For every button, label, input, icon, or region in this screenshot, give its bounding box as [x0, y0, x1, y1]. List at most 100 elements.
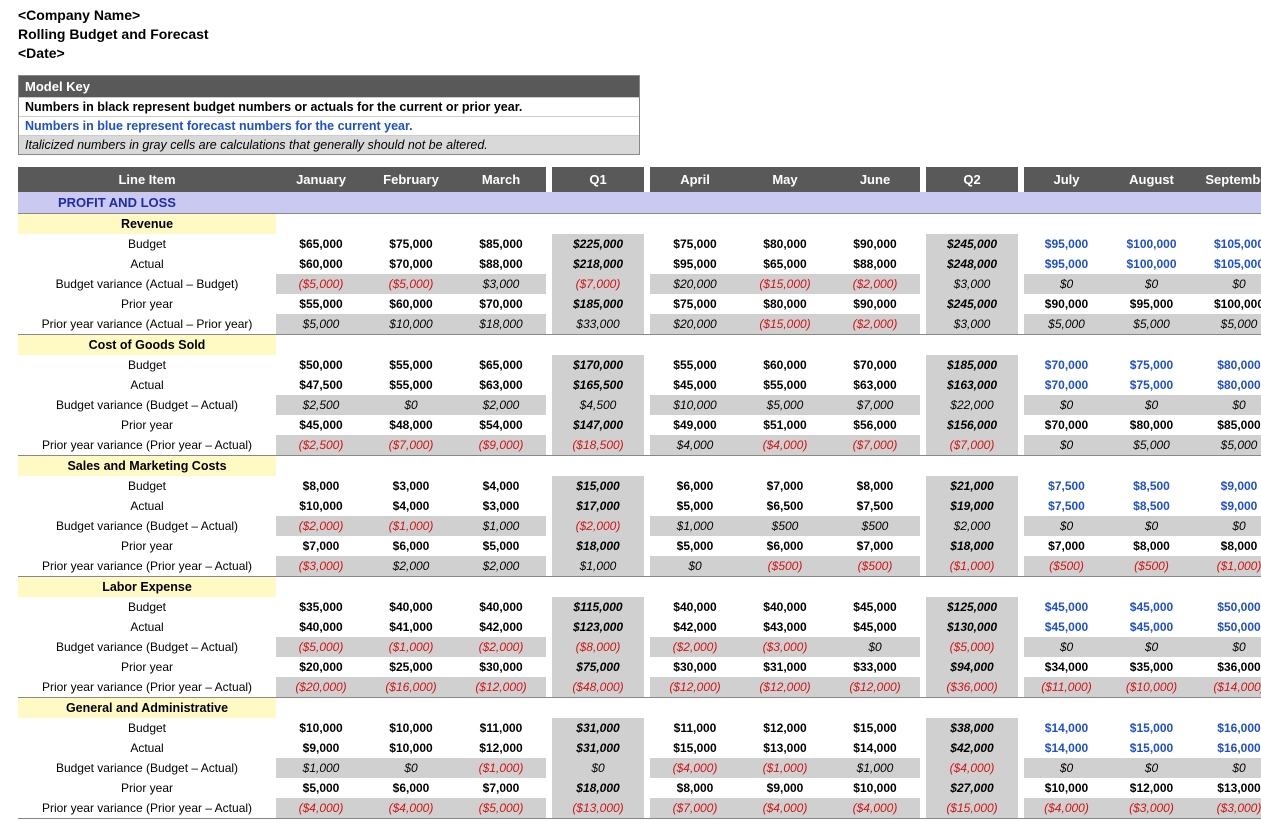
cell: ($5,000) — [276, 637, 366, 657]
cell: $70,000 — [830, 355, 920, 375]
table-row: Prior year$20,000$25,000$30,000$75,000$3… — [18, 657, 1261, 677]
cell: $80,000 — [1194, 375, 1261, 395]
cell: ($1,000) — [366, 516, 456, 536]
cell: $75,000 — [1109, 355, 1194, 375]
cell: $40,000 — [650, 597, 740, 617]
cell: $218,000 — [552, 254, 644, 274]
table-header-row: Line Item January February March Q1 Apri… — [18, 167, 1261, 192]
cell: $9,000 — [1194, 476, 1261, 496]
cell: $8,500 — [1109, 476, 1194, 496]
col-jun: June — [830, 167, 920, 192]
col-q2: Q2 — [926, 167, 1018, 192]
cell: $6,000 — [650, 476, 740, 496]
cell: $0 — [1024, 435, 1109, 456]
cell: $115,000 — [552, 597, 644, 617]
col-may: May — [740, 167, 830, 192]
cell: $40,000 — [366, 597, 456, 617]
cell: $6,500 — [740, 496, 830, 516]
cell: $33,000 — [830, 657, 920, 677]
cell: $33,000 — [552, 314, 644, 335]
row-label: Actual — [18, 254, 276, 274]
cell: ($13,000) — [552, 798, 644, 819]
table-row: Budget variance (Actual – Budget)($5,000… — [18, 274, 1261, 294]
cell: $48,000 — [366, 415, 456, 435]
cell: $5,000 — [1109, 314, 1194, 335]
cell: $0 — [366, 395, 456, 415]
cell: $50,000 — [1194, 617, 1261, 637]
cell: $14,000 — [830, 738, 920, 758]
row-label: Prior year — [18, 657, 276, 677]
cell: $63,000 — [830, 375, 920, 395]
cell: ($4,000) — [650, 758, 740, 778]
cell: $100,000 — [1109, 254, 1194, 274]
cell: $18,000 — [456, 314, 546, 335]
cell: $170,000 — [552, 355, 644, 375]
cell: $70,000 — [366, 254, 456, 274]
cell: $17,000 — [552, 496, 644, 516]
cell: $14,000 — [1024, 718, 1109, 738]
cell: ($1,000) — [456, 758, 546, 778]
cell: $70,000 — [1024, 415, 1109, 435]
cell: $7,000 — [740, 476, 830, 496]
cell: $156,000 — [926, 415, 1018, 435]
profit-loss-row: PROFIT AND LOSS — [18, 192, 1261, 214]
cell: ($12,000) — [740, 677, 830, 698]
cell: $13,000 — [1194, 778, 1261, 798]
cell: $6,000 — [366, 778, 456, 798]
cell: $35,000 — [1109, 657, 1194, 677]
cell: ($15,000) — [740, 314, 830, 335]
cell: $31,000 — [552, 738, 644, 758]
cell: $7,000 — [830, 536, 920, 556]
row-label: Prior year — [18, 294, 276, 314]
cell: ($4,000) — [740, 435, 830, 456]
cell: ($18,500) — [552, 435, 644, 456]
cell: ($5,000) — [366, 274, 456, 294]
cell: $0 — [1109, 274, 1194, 294]
row-label: Budget — [18, 355, 276, 375]
section-title: General and Administrative — [18, 697, 276, 718]
section-row: Sales and Marketing Costs — [18, 455, 1261, 476]
cell: ($15,000) — [740, 274, 830, 294]
cell: ($5,000) — [276, 274, 366, 294]
cell: $10,000 — [650, 395, 740, 415]
cell: $20,000 — [650, 274, 740, 294]
cell: $3,000 — [926, 274, 1018, 294]
section-row: Revenue — [18, 213, 1261, 234]
cell: $51,000 — [740, 415, 830, 435]
cell: ($36,000) — [926, 677, 1018, 698]
cell: $0 — [1194, 395, 1261, 415]
cell: $8,000 — [1109, 536, 1194, 556]
cell: ($1,000) — [366, 637, 456, 657]
cell: $65,000 — [456, 355, 546, 375]
row-label: Budget — [18, 234, 276, 254]
cell: $41,000 — [366, 617, 456, 637]
cell: $65,000 — [740, 254, 830, 274]
table-row: Actual$40,000$41,000$42,000$123,000$42,0… — [18, 617, 1261, 637]
cell: $12,000 — [456, 738, 546, 758]
cell: ($12,000) — [830, 677, 920, 698]
cell: $30,000 — [456, 657, 546, 677]
cell: $55,000 — [740, 375, 830, 395]
cell: $45,000 — [650, 375, 740, 395]
cell: $31,000 — [552, 718, 644, 738]
cell: ($2,000) — [456, 637, 546, 657]
cell: ($3,000) — [1194, 798, 1261, 819]
cell: $80,000 — [740, 234, 830, 254]
cell: $100,000 — [1109, 234, 1194, 254]
cell: $248,000 — [926, 254, 1018, 274]
cell: $4,000 — [456, 476, 546, 496]
cell: $1,000 — [276, 758, 366, 778]
cell: $165,500 — [552, 375, 644, 395]
cell: ($5,000) — [456, 798, 546, 819]
cell: ($4,000) — [276, 798, 366, 819]
cell: $70,000 — [1024, 375, 1109, 395]
cell: $185,000 — [926, 355, 1018, 375]
row-label: Budget — [18, 476, 276, 496]
table-row: Budget variance (Budget – Actual)$1,000$… — [18, 758, 1261, 778]
cell: ($5,000) — [926, 637, 1018, 657]
cell: $163,000 — [926, 375, 1018, 395]
cell: $5,000 — [1024, 314, 1109, 335]
cell: $105,000 — [1194, 234, 1261, 254]
cell: $0 — [1024, 758, 1109, 778]
cell: $40,000 — [740, 597, 830, 617]
